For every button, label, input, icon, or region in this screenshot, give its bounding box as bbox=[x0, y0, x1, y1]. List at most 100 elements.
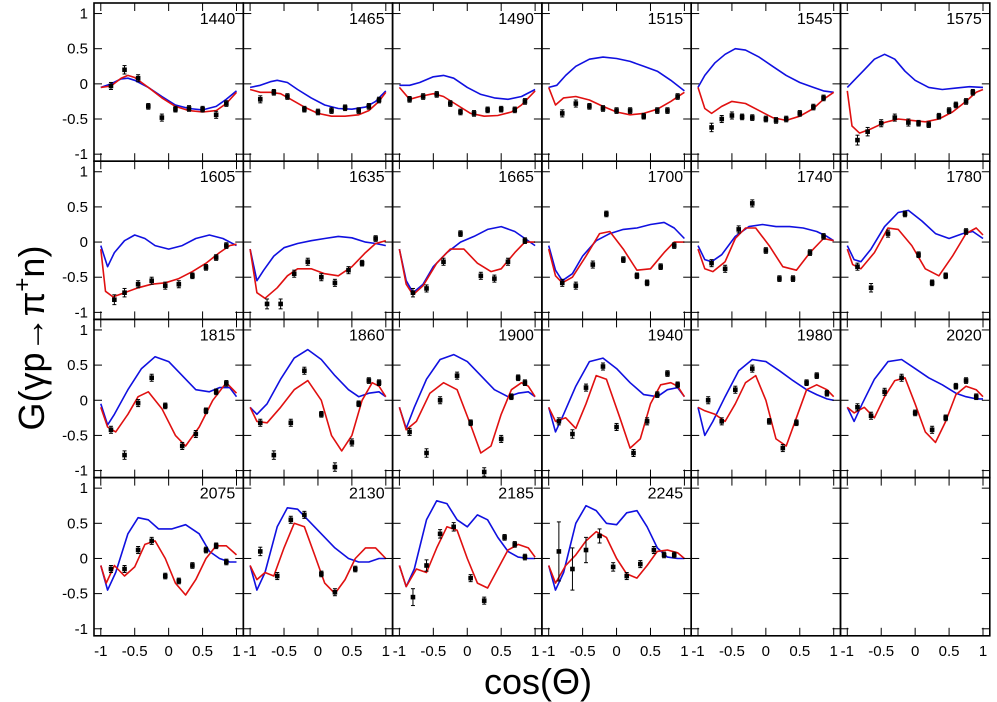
y-tick-label: 0.5 bbox=[67, 357, 88, 374]
data-point bbox=[162, 403, 168, 409]
data-point bbox=[193, 431, 199, 437]
y-axis-title-tail: n) bbox=[11, 246, 52, 278]
data-point bbox=[929, 427, 935, 433]
data-point bbox=[794, 420, 799, 426]
y-tick-label: -0.5 bbox=[62, 586, 88, 603]
data-point bbox=[821, 234, 826, 239]
x-tick-label: 1 bbox=[232, 643, 240, 660]
data-point bbox=[366, 104, 372, 109]
data-point bbox=[319, 571, 324, 577]
data-point bbox=[736, 227, 742, 232]
y-tick-label: -1 bbox=[75, 621, 88, 638]
data-point bbox=[373, 236, 378, 241]
data-point bbox=[285, 94, 290, 99]
data-point bbox=[424, 563, 429, 568]
data-point bbox=[257, 549, 263, 554]
data-point bbox=[705, 397, 711, 403]
panel-15: 1900 bbox=[391, 318, 543, 479]
data-point bbox=[346, 267, 351, 273]
data-point bbox=[190, 273, 195, 279]
data-point bbox=[122, 566, 127, 572]
x-tick-label: -0.5 bbox=[570, 643, 596, 660]
data-point bbox=[213, 389, 219, 395]
data-point bbox=[468, 420, 473, 426]
data-point bbox=[112, 297, 117, 303]
data-point bbox=[556, 419, 562, 424]
y-tick-label: -0.5 bbox=[62, 111, 88, 128]
energy-label: 1980 bbox=[797, 327, 833, 344]
blue-curve bbox=[547, 357, 686, 433]
x-tick-label: -0.5 bbox=[719, 643, 745, 660]
blue-curve bbox=[697, 223, 835, 263]
data-point bbox=[559, 280, 565, 286]
data-point bbox=[783, 116, 789, 122]
data-point bbox=[451, 524, 456, 530]
energy-label: 2130 bbox=[349, 486, 385, 503]
data-point bbox=[315, 109, 321, 115]
x-tick-label: -1 bbox=[393, 643, 406, 660]
data-point bbox=[729, 113, 735, 118]
blue-curve bbox=[399, 74, 536, 101]
data-point bbox=[203, 408, 209, 414]
data-point bbox=[763, 116, 769, 122]
red-curve bbox=[846, 227, 984, 277]
data-point bbox=[600, 364, 606, 369]
data-point bbox=[108, 83, 114, 89]
blue-curve bbox=[548, 56, 685, 92]
panel-frame bbox=[690, 476, 842, 637]
data-point bbox=[305, 259, 311, 265]
data-point bbox=[675, 94, 680, 99]
x-tick-label: -0.5 bbox=[271, 643, 297, 660]
data-point bbox=[176, 281, 182, 287]
x-tick-label: 1 bbox=[531, 643, 539, 660]
data-point bbox=[855, 137, 860, 143]
energy-label: 1740 bbox=[797, 169, 833, 186]
red-curve bbox=[249, 522, 387, 595]
blue-curve bbox=[249, 348, 387, 416]
data-point bbox=[224, 559, 229, 565]
data-point bbox=[332, 464, 338, 470]
blue-curve bbox=[697, 47, 834, 94]
data-point bbox=[878, 120, 884, 126]
data-point bbox=[458, 109, 463, 115]
data-point bbox=[604, 211, 609, 217]
data-point bbox=[644, 280, 650, 286]
y-tick-label: 1 bbox=[80, 480, 88, 497]
data-point bbox=[916, 120, 921, 126]
data-point bbox=[302, 512, 307, 518]
data-point bbox=[329, 108, 334, 113]
energy-label: 1515 bbox=[648, 11, 684, 28]
data-point bbox=[658, 264, 663, 269]
data-point bbox=[597, 533, 602, 539]
data-point bbox=[505, 259, 511, 265]
blue-curve bbox=[100, 516, 237, 591]
y-tick-label: 0 bbox=[80, 550, 88, 567]
red-curve bbox=[249, 239, 387, 300]
x-tick-label: 0.5 bbox=[939, 643, 960, 660]
red-curve bbox=[846, 377, 984, 444]
data-point bbox=[149, 278, 154, 284]
energy-label: 2185 bbox=[498, 486, 534, 503]
data-point bbox=[627, 108, 633, 113]
data-point bbox=[224, 381, 229, 386]
data-point bbox=[709, 125, 714, 130]
blue-curve bbox=[100, 234, 237, 268]
x-tick-label: 0.5 bbox=[640, 643, 661, 660]
energy-label: 1605 bbox=[200, 169, 236, 186]
data-point bbox=[498, 436, 504, 442]
data-point bbox=[512, 542, 518, 547]
energy-label: 1815 bbox=[200, 327, 236, 344]
data-point bbox=[190, 563, 195, 568]
energy-label: 1490 bbox=[498, 11, 534, 28]
data-point bbox=[485, 107, 490, 113]
data-point bbox=[963, 229, 969, 234]
data-point bbox=[342, 105, 348, 111]
data-point bbox=[641, 113, 646, 119]
energy-label: 1900 bbox=[498, 327, 534, 344]
blue-curve bbox=[249, 507, 386, 591]
data-point bbox=[264, 301, 270, 307]
y-tick-label: 1 bbox=[80, 164, 88, 181]
data-point bbox=[824, 390, 830, 396]
data-point bbox=[749, 366, 755, 371]
y-tick-label: 0.5 bbox=[67, 199, 88, 216]
